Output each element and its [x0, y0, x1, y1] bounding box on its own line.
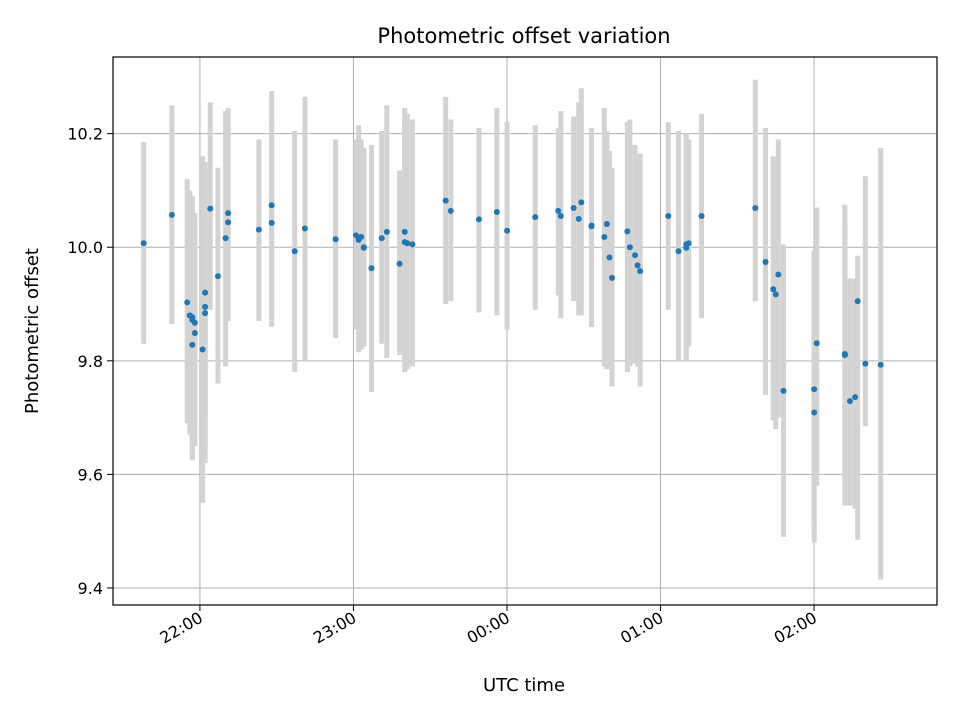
data-point [637, 268, 644, 275]
chart-title: Photometric offset variation [377, 24, 670, 48]
x-tick-label: 01:00 [617, 608, 666, 648]
data-point [626, 244, 633, 251]
data-point [862, 360, 869, 367]
data-point [332, 236, 339, 243]
y-tick-label: 9.4 [78, 579, 103, 598]
data-point [609, 274, 616, 281]
data-point [578, 199, 585, 206]
data-point [378, 235, 385, 242]
data-point [665, 213, 672, 220]
data-point [404, 240, 411, 247]
data-point [557, 213, 564, 220]
data-point [752, 205, 759, 212]
data-point [202, 289, 209, 296]
y-tick-label: 9.6 [78, 465, 103, 484]
data-point [353, 232, 360, 239]
data-point [762, 259, 769, 266]
y-axis-ticks: 9.4 9.6 9.8 10.0 10.2 [67, 125, 113, 598]
data-points [140, 197, 884, 416]
data-point [603, 220, 610, 227]
data-point [222, 235, 229, 242]
data-point [225, 219, 232, 226]
data-point [624, 228, 631, 235]
y-axis-label: Photometric offset [22, 248, 43, 414]
x-tick-label: 23:00 [310, 608, 359, 648]
data-point [841, 352, 848, 359]
data-point [811, 386, 818, 393]
data-point [202, 310, 209, 317]
data-point [813, 340, 820, 347]
data-point [852, 394, 859, 401]
y-tick-label: 10.2 [67, 125, 103, 144]
data-point [555, 207, 562, 214]
data-point [780, 387, 787, 394]
data-point [202, 303, 209, 310]
x-tick-label: 22:00 [156, 608, 205, 648]
data-point [184, 299, 191, 306]
data-point [632, 252, 639, 259]
error-bars [141, 79, 884, 580]
data-point [770, 286, 777, 293]
data-point [570, 205, 577, 212]
data-point [504, 227, 511, 234]
data-point [772, 291, 779, 298]
x-axis-ticks: 22:00 23:00 00:00 01:00 02:00 [156, 605, 820, 648]
data-point [207, 205, 214, 212]
data-point [683, 244, 690, 251]
data-point [811, 409, 818, 416]
data-point [358, 234, 365, 241]
data-point [168, 211, 175, 218]
data-point [442, 197, 449, 204]
data-point [493, 209, 500, 216]
data-point [698, 213, 705, 220]
data-point [255, 226, 262, 233]
data-point [191, 329, 198, 336]
data-point [675, 248, 682, 255]
data-point [575, 215, 582, 222]
y-tick-label: 9.8 [78, 352, 103, 371]
data-point [291, 248, 298, 255]
data-point [199, 346, 206, 353]
data-point [775, 271, 782, 278]
data-point [268, 219, 275, 226]
data-point [475, 216, 482, 223]
x-tick-label: 00:00 [464, 608, 513, 648]
data-point [191, 319, 198, 326]
x-axis-label: UTC time [483, 675, 565, 696]
data-point [268, 202, 275, 209]
data-point [214, 273, 221, 280]
data-point [606, 254, 613, 261]
data-point [301, 225, 308, 232]
data-point [588, 223, 595, 230]
data-point [447, 207, 454, 214]
data-point [854, 298, 861, 305]
data-point [685, 240, 692, 247]
data-point [409, 241, 416, 248]
data-point [601, 234, 608, 241]
data-point [532, 214, 539, 221]
data-point [189, 341, 196, 348]
data-point [360, 244, 367, 251]
data-point [396, 260, 403, 267]
data-point [634, 262, 641, 269]
x-tick-label: 02:00 [771, 608, 820, 648]
data-point [383, 228, 390, 235]
data-point [877, 361, 884, 368]
data-point [225, 210, 232, 217]
y-tick-label: 10.0 [67, 238, 103, 257]
data-point [368, 265, 375, 272]
plot-frame [112, 56, 938, 606]
data-point [140, 240, 147, 247]
data-point [401, 228, 408, 235]
data-point [846, 398, 853, 405]
